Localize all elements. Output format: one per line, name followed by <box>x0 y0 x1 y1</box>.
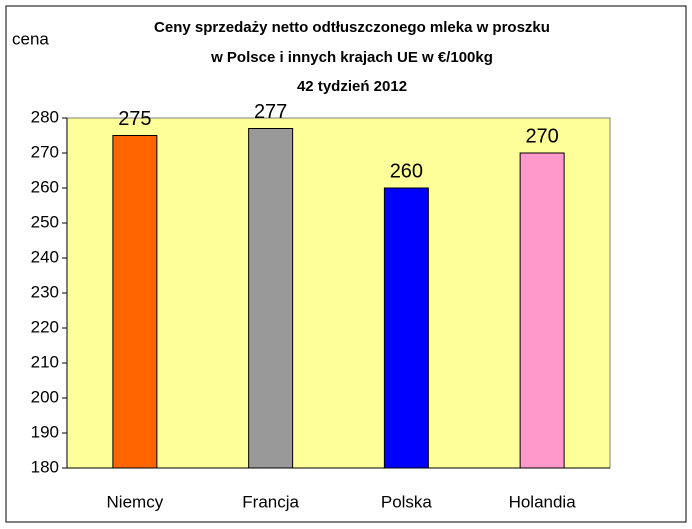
data-label: 260 <box>390 160 423 182</box>
y-tick-label: 210 <box>31 352 59 371</box>
bar <box>112 135 158 469</box>
bar <box>519 152 565 469</box>
y-tick-label: 280 <box>31 107 59 126</box>
y-axis-label: cena <box>12 29 49 48</box>
chart-title: 42 tydzień 2012 <box>297 78 407 95</box>
bar <box>248 128 294 469</box>
y-tick-label: 180 <box>31 457 59 476</box>
bar <box>383 187 429 469</box>
x-tick-label: Niemcy <box>107 492 164 511</box>
y-tick-label: 260 <box>31 177 59 196</box>
plot-area <box>66 117 611 469</box>
data-label: 275 <box>118 108 151 130</box>
chart-title: Ceny sprzedaży netto odtłuszczonego mlek… <box>154 19 550 36</box>
y-tick-label: 250 <box>31 212 59 231</box>
y-tick-label: 240 <box>31 247 59 266</box>
data-label: 270 <box>525 125 558 147</box>
y-tick-label: 190 <box>31 422 59 441</box>
y-tick-label: 200 <box>31 387 59 406</box>
chart-title: w Polsce i innych krajach UE w €/100kg <box>210 49 493 66</box>
y-tick-label: 230 <box>31 282 59 301</box>
x-tick-label: Holandia <box>509 492 577 511</box>
y-tick-label: 270 <box>31 142 59 161</box>
x-tick-label: Francja <box>242 492 299 511</box>
x-tick-label: Polska <box>381 492 433 511</box>
data-label: 277 <box>254 101 287 123</box>
y-tick-label: 220 <box>31 317 59 336</box>
